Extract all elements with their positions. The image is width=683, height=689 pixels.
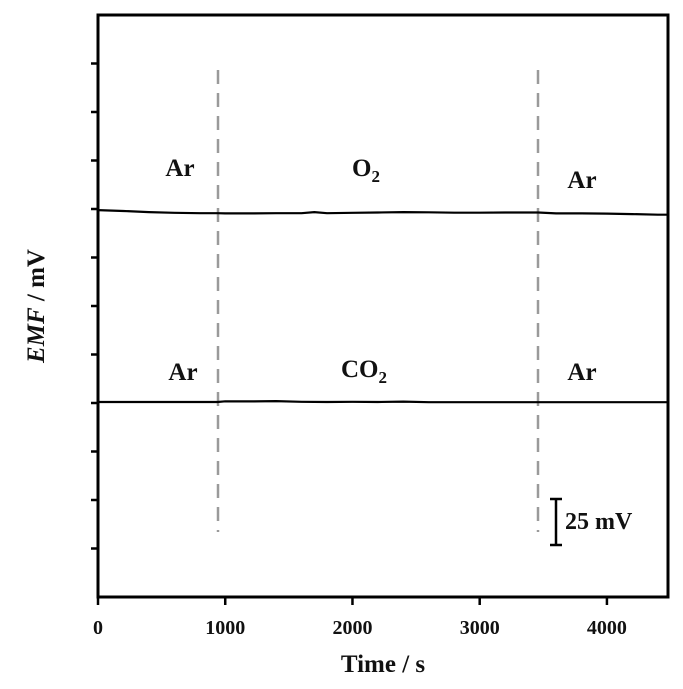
- x-tick-label: 2000: [332, 617, 372, 639]
- label-o2-main: O: [352, 155, 371, 182]
- x-axis-tick-labels: 0 1000 2000 3000 4000: [93, 617, 627, 639]
- x-tick-label: 0: [93, 617, 103, 639]
- label-ar-lower-right: Ar: [567, 359, 596, 386]
- label-o2-upper: O2: [352, 155, 380, 186]
- label-co2-lower: CO2: [341, 356, 387, 387]
- o2-emf-trace: [97, 209, 668, 216]
- x-axis-title: Time / s: [341, 651, 426, 678]
- label-ar-lower-left: Ar: [168, 359, 197, 386]
- label-ar-upper-right: Ar: [567, 167, 596, 194]
- y-axis-title-unit: / mV: [23, 249, 50, 307]
- co2-emf-trace: [98, 399, 668, 404]
- label-co2-sub: 2: [379, 368, 388, 387]
- x-tick-label: 4000: [587, 617, 627, 639]
- y-axis-title: EMF / mV: [23, 249, 50, 364]
- label-co2-main: CO: [341, 356, 379, 383]
- scale-bar-label: 25 mV: [565, 509, 633, 535]
- label-ar-upper-left: Ar: [165, 155, 194, 182]
- scale-bar: [550, 497, 562, 547]
- y-axis-ticks: [91, 62, 98, 550]
- x-axis-ticks: [96, 597, 609, 605]
- label-o2-sub: 2: [371, 167, 380, 186]
- x-tick-label: 1000: [205, 617, 245, 639]
- y-axis-title-italic: EMF: [23, 307, 50, 364]
- x-tick-label: 3000: [460, 617, 500, 639]
